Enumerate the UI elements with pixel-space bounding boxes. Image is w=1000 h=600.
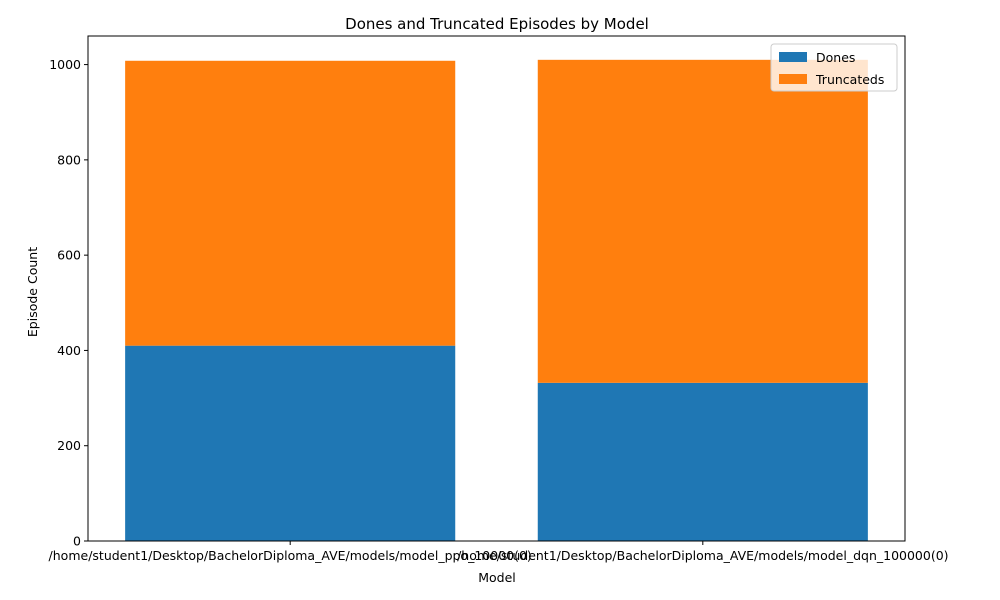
y-tick-label: 1000 [49,57,81,72]
x-axis-label: Model [478,570,516,585]
axes-group [87,35,906,542]
legend-swatch-truncateds [779,74,807,84]
legend-label-truncateds: Truncateds [815,72,884,87]
y-tick-label: 600 [57,248,81,263]
bar-dones-1 [537,382,868,541]
x-tick-label: /home/student1/Desktop/BachelorDiploma_A… [457,548,949,563]
x-ticks-group: /home/student1/Desktop/BachelorDiploma_A… [49,541,949,563]
legend-label-dones: Dones [816,50,855,65]
y-tick-label: 200 [57,438,81,453]
legend-swatch-dones [779,52,807,62]
bar-dones-0 [125,345,456,541]
legend: Dones Truncateds [770,43,898,92]
chart-title: Dones and Truncated Episodes by Model [345,15,649,33]
bar-truncateds-0 [125,60,456,346]
y-tick-label: 400 [57,343,81,358]
bar-truncateds-1 [537,59,868,383]
y-ticks-group: 0 200 400 600 800 1000 [49,57,88,549]
y-axis-label: Episode Count [25,247,40,337]
y-tick-label: 800 [57,152,81,167]
plot-frame [87,35,906,542]
x-tick-label: /home/student1/Desktop/BachelorDiploma_A… [49,548,532,563]
y-tick-label: 0 [73,534,81,549]
bars-group [125,59,868,541]
